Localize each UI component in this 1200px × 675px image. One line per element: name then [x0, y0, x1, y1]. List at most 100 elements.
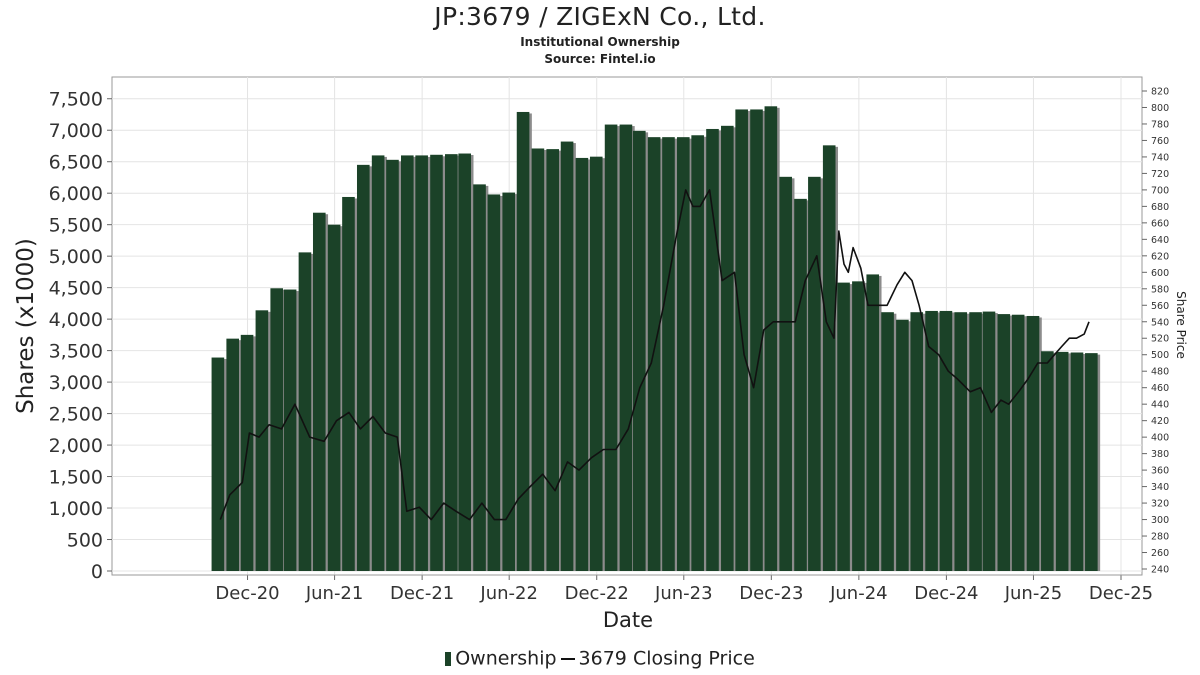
legend-price-line-swatch — [560, 657, 575, 660]
x-tick-label: Jun-21 — [305, 583, 364, 604]
y2-tick-label: 600 — [1151, 268, 1169, 279]
ownership-bar — [270, 288, 284, 571]
y-tick-label: 7,000 — [49, 120, 103, 142]
y-tick-label: 500 — [67, 530, 103, 552]
y2-tick-label: 360 — [1151, 466, 1169, 477]
ownership-bar — [445, 154, 458, 571]
ownership-bar — [837, 282, 850, 571]
y-tick-label: 3,000 — [49, 372, 103, 394]
y2-tick-label: 800 — [1151, 103, 1169, 114]
ownership-bar — [632, 130, 646, 572]
y2-tick-label: 340 — [1151, 482, 1169, 493]
ownership-bar — [1011, 314, 1025, 571]
y2-tick-label: 720 — [1151, 169, 1169, 180]
ownership-bar — [954, 312, 968, 571]
y2-tick-label: 320 — [1151, 499, 1169, 510]
ownership-bar — [356, 164, 370, 571]
x-tick-label: Dec-23 — [739, 583, 803, 604]
y2-tick-label: 260 — [1151, 548, 1169, 559]
y2-tick-label: 680 — [1151, 202, 1169, 213]
ownership-bar — [925, 310, 938, 571]
y-tick-label: 5,000 — [49, 246, 103, 268]
y2-tick-label: 620 — [1151, 251, 1169, 262]
ownership-bar — [226, 338, 240, 571]
y2-axis-title: Share Price — [1174, 291, 1188, 359]
ownership-bar — [721, 125, 734, 572]
ownership-bar — [546, 149, 560, 571]
price-line — [219, 189, 1090, 521]
legend-ownership-label: Ownership — [455, 647, 557, 670]
ownership-bar — [1070, 352, 1084, 571]
y2-tick-label: 760 — [1151, 136, 1169, 147]
ownership-bar — [502, 192, 516, 571]
ownership-bar — [575, 157, 589, 571]
y2-tick-label: 460 — [1151, 383, 1169, 394]
ownership-bar — [881, 312, 894, 571]
y2-tick-label: 420 — [1151, 416, 1169, 427]
ownership-bar — [415, 155, 428, 571]
ownership-bar — [866, 274, 880, 571]
ownership-bar — [969, 312, 982, 571]
ownership-bar — [531, 148, 545, 571]
ownership-bar — [764, 106, 778, 571]
ownership-bar — [312, 212, 326, 571]
y2-tick-label: 700 — [1151, 185, 1169, 196]
y-tick-label: 6,000 — [49, 183, 103, 205]
x-axis-title: Date — [602, 608, 654, 632]
y-tick-label: 6,500 — [49, 152, 103, 174]
ownership-bar — [1041, 351, 1054, 571]
x-tick-label: Dec-21 — [390, 583, 454, 604]
y-tick-label: 2,500 — [49, 404, 103, 426]
ownership-bar — [794, 198, 807, 571]
chart-title: JP:3679 / ZIGExN Co., Ltd. — [434, 2, 766, 31]
y-tick-label: 5,500 — [49, 215, 103, 237]
y-tick-label: 4,000 — [49, 309, 103, 331]
x-tick-label: Jun-25 — [1004, 583, 1063, 604]
y-tick-label: 4,500 — [49, 278, 103, 300]
ownership-bar — [560, 141, 574, 571]
ownership-bar — [896, 319, 909, 571]
ownership-bar — [473, 184, 486, 572]
ownership-bar — [822, 145, 836, 571]
ownership-bar — [371, 155, 385, 571]
ownership-bar — [283, 289, 297, 571]
y-tick-label: 7,500 — [49, 89, 103, 111]
x-tick-label: Dec-20 — [215, 583, 279, 604]
ownership-bar — [997, 314, 1011, 571]
legend: Ownership 3679 Closing Price — [0, 647, 1200, 670]
y2-tick-label: 520 — [1151, 334, 1169, 345]
y-axis-title: Shares (x1000) — [13, 238, 39, 414]
ownership-bar — [400, 155, 414, 571]
x-tick-label: Dec-22 — [565, 583, 629, 604]
ownership-bar — [939, 310, 953, 571]
y-tick-label: 3,500 — [49, 341, 103, 363]
x-tick-label: Jun-22 — [479, 583, 538, 604]
ownership-bar — [430, 154, 443, 572]
y2-tick-label: 300 — [1151, 515, 1169, 526]
legend-ownership-swatch — [445, 651, 452, 666]
ownership-bar — [662, 137, 675, 571]
chart-source: Source: Fintel.io — [544, 52, 656, 66]
y2-tick-label: 640 — [1151, 235, 1169, 246]
x-tick-label: Dec-25 — [1089, 583, 1153, 604]
ownership-bar — [327, 224, 341, 571]
ownership-bar — [342, 196, 355, 571]
ownership-bar — [910, 312, 924, 571]
y-tick-label: 2,000 — [49, 435, 103, 457]
y2-tick-label: 380 — [1151, 449, 1169, 460]
ownership-bar — [619, 124, 633, 571]
ownership-bar — [604, 124, 618, 571]
x-tick-label: Dec-24 — [914, 583, 978, 604]
ownership-bar — [211, 357, 225, 571]
ownership-bar — [1055, 351, 1069, 571]
legend-price-label: 3679 Closing Price — [578, 647, 755, 670]
ownership-bar — [779, 176, 792, 571]
y2-tick-label: 400 — [1151, 433, 1169, 444]
y-tick-label: 1,500 — [49, 467, 103, 489]
y2-tick-label: 740 — [1151, 152, 1169, 163]
y2-tick-label: 660 — [1151, 218, 1169, 229]
ownership-bar — [982, 311, 996, 571]
ownership-bar — [458, 153, 472, 571]
ownership-bar — [1085, 353, 1098, 571]
y2-tick-label: 820 — [1151, 87, 1169, 98]
